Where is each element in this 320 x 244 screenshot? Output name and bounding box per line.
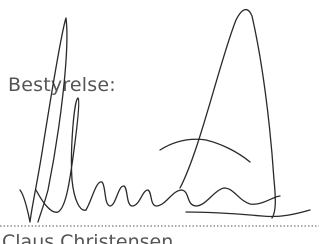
signer-name: Claus Christensen: [2, 231, 173, 244]
signature-block: Bestyrelse: Claus Christensen: [0, 0, 319, 244]
signature: [0, 0, 319, 244]
